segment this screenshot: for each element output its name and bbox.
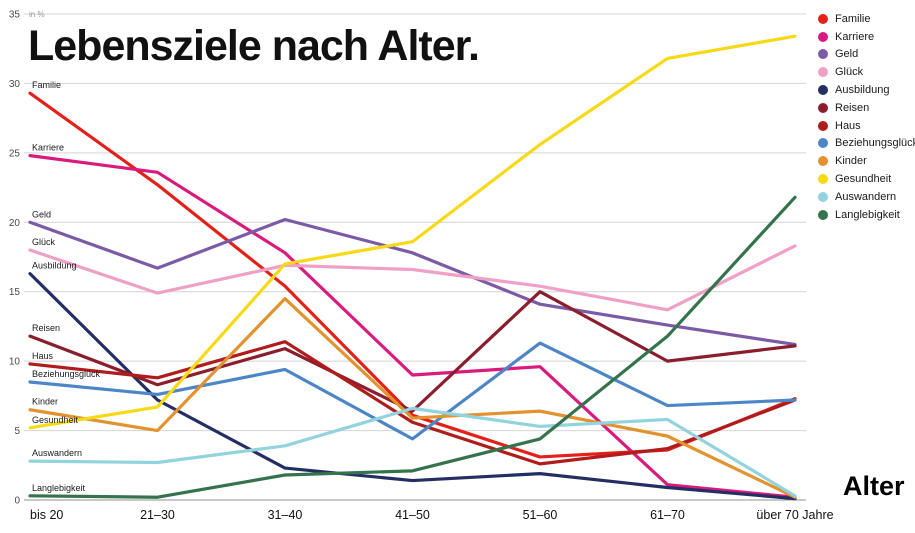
x-tick-label: bis 20 <box>30 508 63 522</box>
x-tick-label: über 70 Jahre <box>756 508 833 522</box>
y-tick-label: 35 <box>9 10 21 21</box>
legend-label: Familie <box>835 12 871 25</box>
y-axis-unit-label: in % <box>29 10 45 19</box>
y-tick-label: 5 <box>14 426 20 437</box>
legend-dot-icon <box>818 120 828 131</box>
series-line-langlebigkeit <box>28 195 797 499</box>
series-start-label: Karriere <box>32 143 64 153</box>
legend-item: Reisen <box>818 99 915 117</box>
legend-dot-icon <box>818 174 828 185</box>
series-line-beziehungsglück <box>28 341 797 441</box>
series-line-glück <box>28 244 797 312</box>
x-tick-label: 21–30 <box>140 508 175 522</box>
legend-label: Langlebigkeit <box>835 208 900 221</box>
series-start-label: Auswandern <box>32 448 82 458</box>
series-start-label: Glück <box>32 237 56 247</box>
y-tick-label: 15 <box>9 287 21 298</box>
legend-dot-icon <box>818 191 828 202</box>
x-tick-label: 31–40 <box>268 508 303 522</box>
series-line-karriere <box>28 154 797 499</box>
series-start-label: Haus <box>32 351 54 361</box>
legend-dot-icon <box>818 31 828 42</box>
legend-item: Langlebigkeit <box>818 206 915 224</box>
chart-title: Lebensziele nach Alter. <box>28 22 480 70</box>
legend-item: Haus <box>818 117 915 135</box>
x-tick-label: 51–60 <box>523 508 558 522</box>
series-line-reisen <box>28 290 797 413</box>
legend-label: Gesundheit <box>835 173 892 186</box>
legend-label: Glück <box>835 66 864 79</box>
legend-item: Karriere <box>818 28 915 46</box>
series-line-geld <box>28 217 797 347</box>
legend-label: Kinder <box>835 155 867 168</box>
legend-dot-icon <box>818 156 828 167</box>
series-start-label: Gesundheit <box>32 415 79 425</box>
legend-dot-icon <box>818 102 828 113</box>
x-tick-label: 61–70 <box>650 508 685 522</box>
legend-item: Ausbildung <box>818 81 915 99</box>
legend-dot-icon <box>818 85 828 96</box>
legend: Familie Karriere Geld Glück Ausbildung Reisen… <box>818 10 915 224</box>
series-start-label: Familie <box>32 80 61 90</box>
series-start-label: Geld <box>32 209 51 219</box>
legend-dot-icon <box>818 138 828 149</box>
series-line-haus <box>28 340 797 466</box>
legend-item: Glück <box>818 63 915 81</box>
legend-label: Reisen <box>835 101 870 114</box>
x-axis-title: Alter <box>843 471 905 501</box>
legend-dot-icon <box>818 67 828 78</box>
series-line-gesundheit <box>28 34 797 430</box>
series-line-familie <box>28 91 797 459</box>
x-tick-label: 41–50 <box>395 508 430 522</box>
y-tick-label: 30 <box>9 79 21 90</box>
legend-item: Beziehungsglück <box>818 135 915 153</box>
legend-dot-icon <box>818 13 828 24</box>
legend-item: Familie <box>818 10 915 28</box>
legend-dot-icon <box>818 209 828 220</box>
legend-item: Gesundheit <box>818 170 915 188</box>
series-start-label: Langlebigkeit <box>32 483 86 493</box>
legend-item: Kinder <box>818 152 915 170</box>
legend-label: Auswandern <box>835 190 897 203</box>
legend-item: Auswandern <box>818 188 915 206</box>
legend-label: Haus <box>835 119 861 132</box>
y-tick-label: 20 <box>9 218 21 229</box>
legend-label: Geld <box>835 48 859 61</box>
y-tick-label: 0 <box>14 496 20 507</box>
legend-label: Ausbildung <box>835 84 890 97</box>
series-start-label: Reisen <box>32 323 60 333</box>
legend-dot-icon <box>818 49 828 60</box>
y-tick-label: 10 <box>9 357 21 368</box>
series-start-label: Kinder <box>32 397 58 407</box>
series-line-kinder <box>28 297 797 499</box>
legend-label: Karriere <box>835 30 875 43</box>
series-start-label: Ausbildung <box>32 261 77 271</box>
legend-item: Geld <box>818 46 915 64</box>
series-line-auswandern <box>28 406 797 498</box>
series-start-label: Beziehungsglück <box>32 369 101 379</box>
series-line-ausbildung <box>28 272 797 501</box>
y-tick-label: 25 <box>9 148 21 159</box>
legend-label: Beziehungsglück <box>835 137 915 150</box>
